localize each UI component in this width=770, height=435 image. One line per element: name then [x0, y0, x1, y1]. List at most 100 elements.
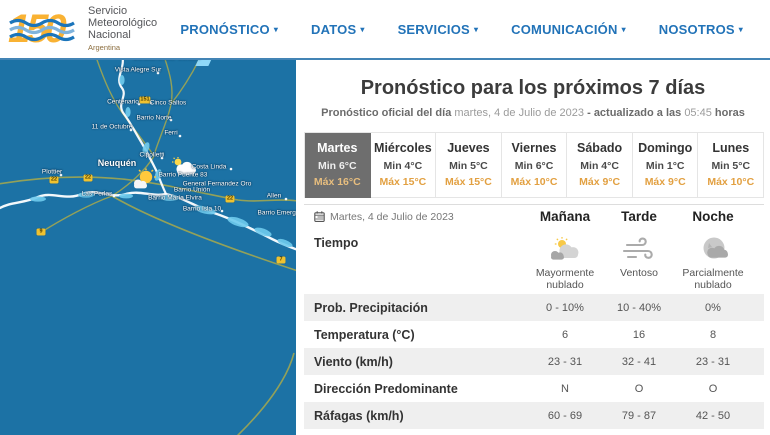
nav-item-comunicacion[interactable]: COMUNICACIÓN ▾: [511, 22, 626, 37]
subtitle-time: 05:45: [684, 107, 712, 119]
page-title: Pronóstico para los próximos 7 días: [360, 77, 706, 99]
forecast-subtitle: Pronóstico oficial del día martes, 4 de …: [296, 107, 770, 119]
row-label: Ráfagas (km/h): [314, 408, 404, 423]
nav-item-servicios[interactable]: SERVICIOS ▾: [398, 22, 479, 37]
chevron-down-icon: ▾: [473, 25, 479, 34]
value-manana: 6: [561, 328, 569, 341]
chevron-down-icon: ▾: [360, 25, 365, 34]
map-label-town: Ferri: [164, 129, 178, 137]
table-row-wind: Viento (km/h) 23 - 31 32 - 41 23 - 31: [304, 348, 764, 375]
condition-noche: Parcialmente nublado: [676, 236, 750, 291]
map-label-town: Las Perlas: [81, 190, 113, 198]
row-label: Viento (km/h): [314, 354, 393, 369]
value-tarde: 79 - 87: [621, 409, 657, 422]
logo-text: Servicio Meteorológico Nacional Argentin…: [88, 5, 157, 54]
nav-label: SERVICIOS: [397, 21, 470, 37]
map-label-town: Cipolletti: [139, 151, 165, 159]
tab-day-miercoles[interactable]: Miércoles Min 4°C Máx 15°C: [370, 133, 437, 198]
table-row-gusts: Ráfagas (km/h) 60 - 69 79 - 87 42 - 50: [304, 402, 764, 429]
selected-date: Martes, 4 de Julio de 2023: [314, 211, 528, 223]
period-header-noche: Noche: [692, 209, 734, 224]
nav-label: DATOS: [311, 21, 357, 37]
tab-max-temp: Máx 10°C: [707, 176, 755, 188]
nav-item-pronostico[interactable]: PRONÓSTICO ▾: [180, 22, 278, 37]
forecast-detail-table: Martes, 4 de Julio de 2023 Mañana Tarde …: [304, 204, 764, 429]
condition-caption: Ventoso: [620, 267, 658, 279]
value-noche: 0%: [705, 301, 721, 314]
subtitle-label: - actualizado a las: [587, 107, 682, 119]
value-manana: 60 - 69: [547, 409, 583, 422]
tab-day-domingo[interactable]: Domingo Min 1°C Máx 9°C: [632, 133, 699, 198]
nav-label: NOSOTROS: [658, 21, 735, 37]
nav-label: COMUNICACIÓN: [511, 21, 618, 37]
tab-day-name: Domingo: [638, 141, 693, 155]
tab-max-temp: Máx 9°C: [579, 176, 621, 188]
map-label-town: Barrio María Elvira: [148, 194, 202, 202]
route-shield-22: 22: [225, 195, 235, 203]
map-cloudy-sun-icon: [172, 157, 196, 175]
header-divider: [0, 58, 770, 60]
condition-tarde: Ventoso: [602, 236, 676, 279]
map-label-town: General Fernandez Oro: [182, 180, 252, 188]
row-label: Temperatura (°C): [314, 327, 415, 342]
tab-min-temp: Min 5°C: [449, 160, 488, 172]
partly-cloudy-night-icon: [703, 237, 728, 259]
table-row-temperature: Temperatura (°C) 6 16 8: [304, 321, 764, 348]
chevron-down-icon: ▾: [273, 25, 279, 34]
condition-caption: Mayormente nublado: [535, 267, 595, 291]
row-label: Prob. Precipitación: [314, 300, 428, 315]
smn-logo[interactable]: 150 Servicio Meteorológico Nacional Arge…: [8, 5, 157, 54]
map-label-town: Allen: [266, 192, 282, 200]
tab-day-name: Viernes: [511, 141, 557, 155]
period-header-tarde: Tarde: [621, 209, 657, 224]
row-label: Dirección Predominante: [314, 381, 458, 396]
route-shield-9: 9: [36, 228, 46, 236]
value-manana: 0 - 10%: [546, 301, 584, 314]
calendar-icon: [314, 211, 325, 222]
org-name-line1: Servicio: [88, 4, 128, 17]
tab-day-viernes[interactable]: Viernes Min 6°C Máx 10°C: [501, 133, 568, 198]
tab-max-temp: Máx 16°C: [313, 176, 361, 188]
tab-min-temp: Min 5°C: [711, 160, 751, 172]
org-name-line3: Nacional: [88, 28, 131, 41]
tab-max-temp: Máx 15°C: [445, 176, 492, 188]
value-manana: N: [561, 382, 569, 395]
value-tarde: 16: [632, 328, 646, 341]
condition-caption: Parcialmente nublado: [682, 267, 744, 291]
chevron-down-icon: ▾: [738, 25, 743, 34]
map-label-town: Barrio Emergente: [257, 209, 296, 217]
table-row-precipitation: Prob. Precipitación 0 - 10% 10 - 40% 0%: [304, 294, 764, 321]
selected-date-text: Martes, 4 de Julio de 2023: [330, 210, 454, 223]
nav-item-datos[interactable]: DATOS ▾: [311, 22, 365, 37]
route-shield-22: 22: [83, 174, 93, 182]
subtitle-label: Pronóstico oficial del día: [321, 107, 452, 119]
tab-day-martes[interactable]: Martes Min 6°C Máx 16°C: [305, 133, 371, 198]
nav-item-nosotros[interactable]: NOSOTROS ▾: [659, 22, 743, 37]
mostly-cloudy-day-icon: [551, 237, 579, 260]
tab-day-name: Martes: [317, 141, 358, 155]
tab-day-name: Lunes: [712, 141, 750, 155]
map-label-town: Contralmirante Cordero: [133, 60, 201, 62]
forecast-region-map[interactable]: 22 22 22 7 151 9 Contralmirante Cordero …: [0, 60, 296, 435]
table-row-wind-direction: Dirección Predominante N O O: [304, 375, 764, 402]
tab-day-name: Jueves: [447, 141, 490, 155]
map-label-town: Cinco Saltos: [149, 99, 187, 107]
weather-condition-row: Tiempo: [304, 228, 764, 294]
tab-day-sabado[interactable]: Sábado Min 4°C Máx 9°C: [567, 133, 633, 198]
tab-min-temp: Min 4°C: [383, 160, 423, 172]
map-label-city-neuquen: Neuquén: [97, 158, 137, 168]
value-tarde: O: [634, 382, 644, 395]
site-header: 150 Servicio Meteorológico Nacional Arge…: [0, 0, 770, 58]
tab-day-jueves[interactable]: Jueves Min 5°C Máx 15°C: [436, 133, 502, 198]
map-label-town: Barrio Puente 83: [158, 171, 208, 179]
row-label-tiempo: Tiempo: [314, 236, 359, 250]
value-tarde: 32 - 41: [621, 355, 657, 368]
map-label-town: Costa Linda: [191, 163, 227, 171]
tab-min-temp: Min 6°C: [514, 160, 554, 172]
tab-day-name: Miércoles: [374, 141, 432, 155]
map-label-town: Barrio Isla 10: [182, 205, 222, 213]
day-tabs: Martes Min 6°C Máx 16°C Miércoles Min 4°…: [304, 132, 765, 198]
tab-day-lunes[interactable]: Lunes Min 5°C Máx 10°C: [698, 133, 765, 198]
forecast-panel: Pronóstico para los próximos 7 días Pron…: [296, 60, 770, 435]
